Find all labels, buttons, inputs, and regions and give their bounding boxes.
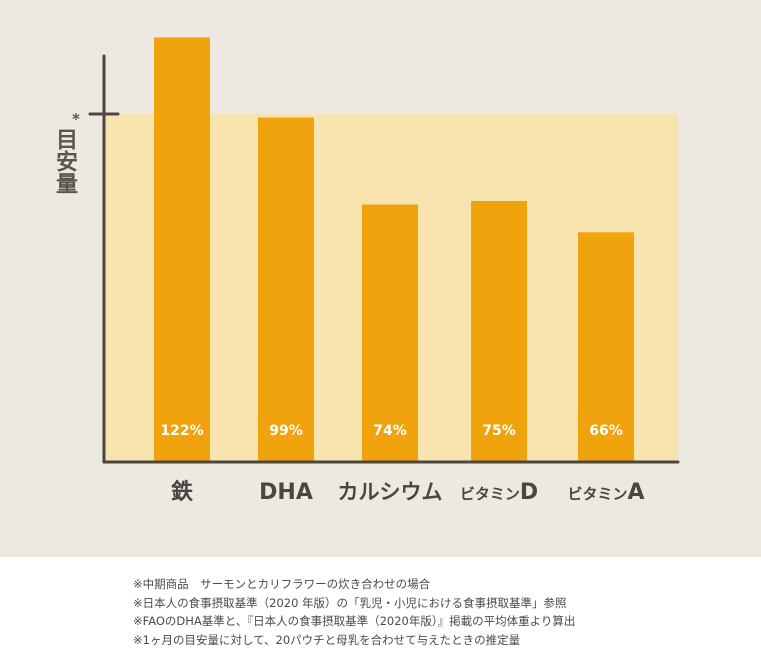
category-label: ビタミンA [567, 480, 644, 505]
footnote: ※FAOのDHA基準と、『日本人の食事摂取基準（2020年版）』掲載の平均体重よ… [133, 614, 576, 628]
bar-value-label: 74% [373, 423, 407, 439]
category-labels-group: 鉄 DHA カルシウム ビタミンD ビタミンA [171, 479, 645, 505]
category-label: ビタミンD [460, 480, 538, 505]
bar [471, 201, 527, 462]
footnote: ※1ヶ月の目安量に対して、20パウチと母乳を合わせて与えたときの推定量 [133, 632, 521, 647]
y-axis-label-marker: * [72, 110, 80, 128]
bar-value-label: 66% [589, 423, 623, 439]
bar [362, 204, 418, 463]
bar-value-label: 122% [160, 423, 203, 439]
footnote: ※中期商品 サーモンとカリフラワーの炊き合わせの場合 [133, 577, 431, 591]
bars-group [154, 37, 634, 463]
value-labels-group: 122% 99% 74% 75% 66% [160, 423, 622, 439]
category-label: 鉄 [171, 479, 193, 505]
bar [258, 117, 314, 462]
bar [578, 232, 634, 462]
bar-value-label: 99% [269, 423, 303, 439]
category-label: カルシウム [338, 480, 443, 504]
category-label: DHA [259, 480, 313, 505]
y-axis-label: 目安量 [52, 128, 77, 194]
chart-panel: 122% 99% 74% 75% 66% 鉄 DHA カルシウム ビタミンD ビタミンA * 目… [0, 0, 761, 557]
bar-chart: 122% 99% 74% 75% 66% 鉄 DHA カルシウム ビタミンD ビタミンA [88, 37, 680, 505]
footnote: ※日本人の食事摂取基準（2020 年版）の「乳児・小児における食事摂取基準」参照 [133, 595, 567, 610]
bar-value-label: 75% [482, 423, 516, 439]
bar [154, 37, 210, 462]
footnotes: ※中期商品 サーモンとカリフラワーの炊き合わせの場合 ※日本人の食事摂取基準（2… [133, 575, 743, 649]
